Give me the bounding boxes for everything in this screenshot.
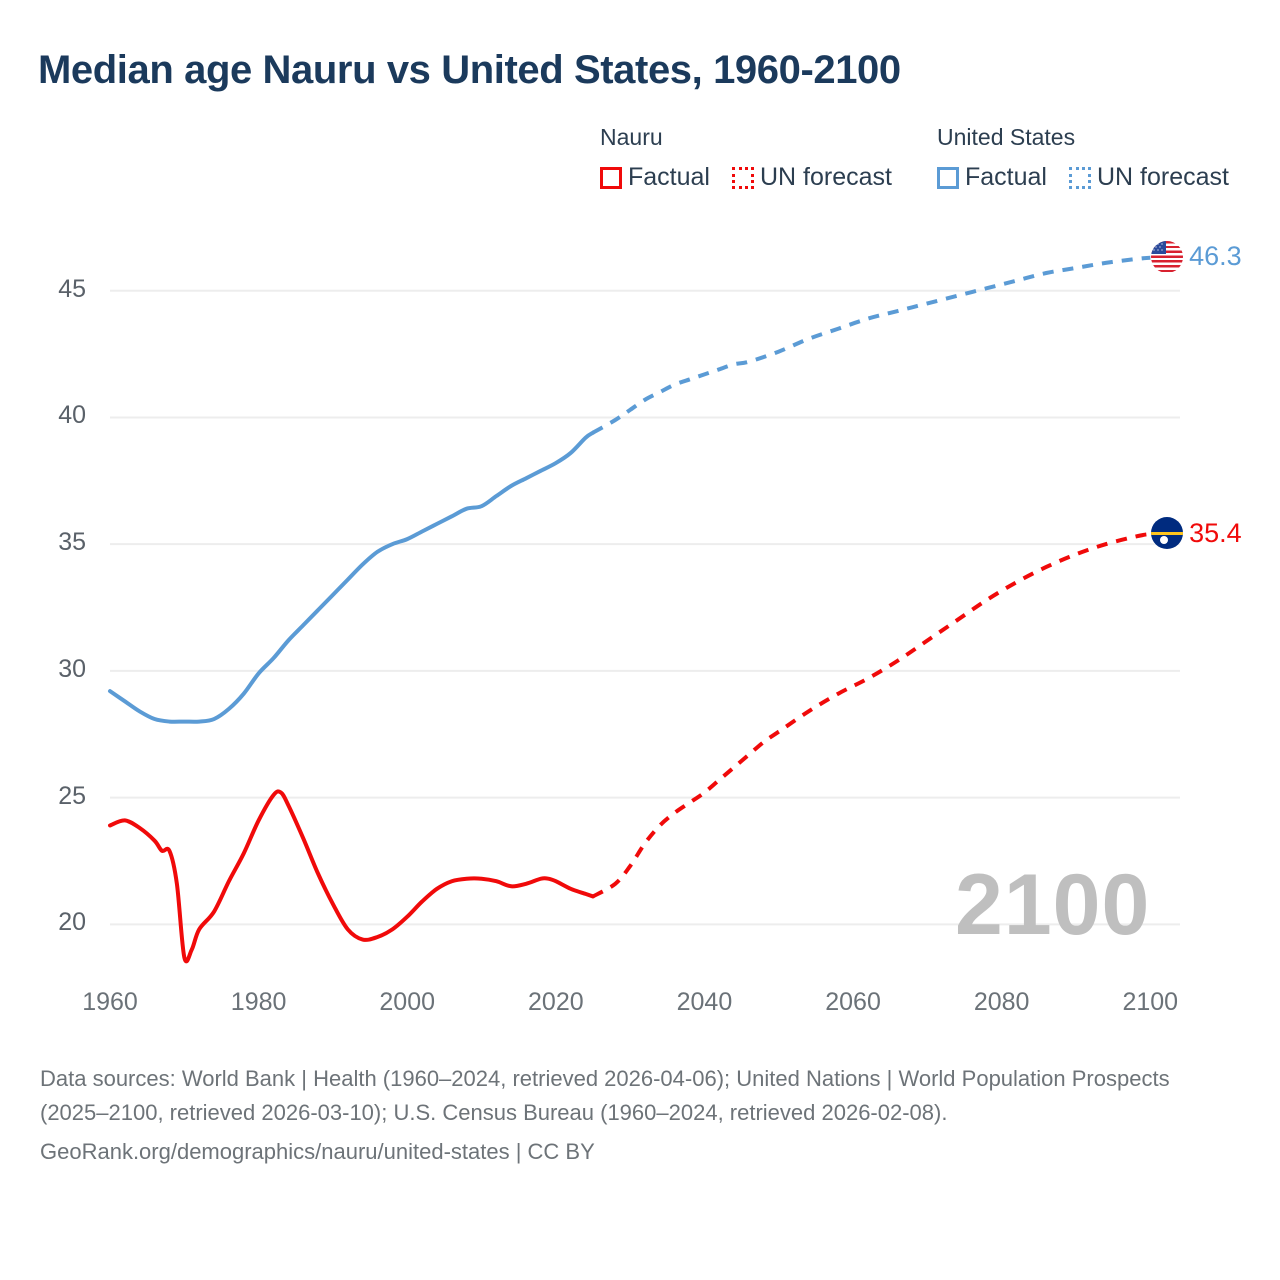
legend-group-title-united-states: United States [937, 124, 1076, 150]
x-axis-tick: 2000 [379, 988, 436, 1016]
y-axis-tick: 25 [58, 781, 86, 810]
data-sources-text: Data sources: World Bank | Health (1960–… [40, 1066, 1170, 1125]
endpoint-value-united-states: 46.3 [1189, 241, 1242, 272]
legend-entry-nauru-forecast[interactable]: UN forecast [731, 163, 892, 192]
legend-group-nauru: Nauru Factual UN forecast [600, 122, 892, 192]
legend-label: Factual [628, 163, 710, 191]
legend-label: UN forecast [1096, 163, 1229, 191]
legend-label: UN forecast [759, 163, 892, 191]
x-axis-tick: 2040 [676, 988, 733, 1016]
series-line-forecast-nauru [592, 531, 1166, 899]
x-axis-tick: 2080 [973, 988, 1030, 1016]
legend-group-title-nauru: Nauru [600, 124, 663, 150]
y-axis-tick: 30 [58, 654, 86, 683]
y-axis-tick: 45 [58, 274, 86, 303]
y-axis-tick: 20 [58, 908, 86, 937]
legend-swatch-dotted-icon [1068, 166, 1091, 189]
legend-swatch-dotted-icon [731, 166, 754, 189]
legend-label: Factual [965, 163, 1047, 191]
x-axis-tick: 1960 [82, 988, 138, 1016]
series-line-factual-nauru [108, 789, 595, 964]
chart-plot-area: Median age, years [0, 215, 1280, 1005]
watermark-year: 2100 [955, 857, 1151, 953]
legend-items-united-states: Factual UN forecast [937, 163, 1229, 192]
x-axis-tick: 2100 [1122, 988, 1179, 1016]
nauru-flag-icon [1151, 517, 1184, 550]
chart-footer: Data sources: World Bank | Health (1960–… [40, 1062, 1225, 1169]
series-line-forecast-united-states [592, 255, 1166, 435]
endpoint-united-states: 46.3 [1151, 240, 1242, 273]
endpoint-value-nauru: 35.4 [1189, 517, 1242, 548]
endpoint-nauru: 35.4 [1151, 517, 1242, 550]
y-axis-tick: 40 [58, 401, 86, 430]
chart-legend: Nauru Factual UN forecast United States … [600, 122, 1260, 202]
chart-canvas [108, 255, 1180, 964]
legend-swatch-solid-icon [600, 166, 622, 189]
y-axis-tick: 35 [58, 528, 86, 557]
legend-entry-us-forecast[interactable]: UN forecast [1068, 163, 1229, 192]
series-line-factual-united-states [108, 430, 595, 724]
x-axis-tick: 2060 [825, 988, 881, 1016]
x-axis-tick: 1980 [230, 988, 287, 1016]
legend-entry-nauru-factual[interactable]: Factual [600, 163, 710, 192]
legend-swatch-solid-icon [937, 166, 959, 189]
us-flag-icon [1151, 240, 1184, 273]
x-axis-tick: 2020 [528, 988, 584, 1016]
legend-group-united-states: United States Factual UN forecast [937, 122, 1229, 192]
legend-items-nauru: Factual UN forecast [600, 163, 892, 192]
page-title: Median age Nauru vs United States, 1960-… [38, 48, 901, 92]
source-link-text: GeoRank.org/demographics/nauru/united-st… [40, 1139, 595, 1164]
legend-entry-us-factual[interactable]: Factual [937, 163, 1047, 192]
